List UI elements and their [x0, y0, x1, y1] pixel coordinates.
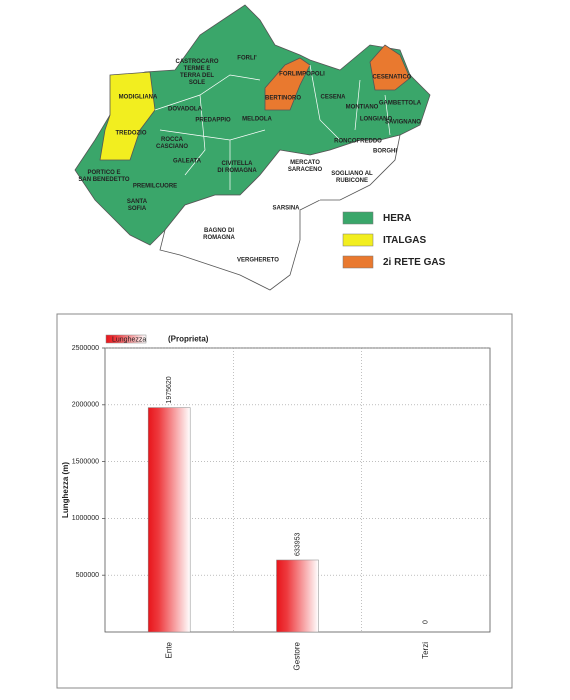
- municipality-label: CESENATICO: [373, 75, 412, 81]
- map-legend-swatch: [342, 255, 374, 269]
- municipality-label: RUBICONE: [336, 178, 368, 184]
- y-axis-label: Lunghezza (m): [61, 462, 70, 518]
- municipality-label: CESENA: [320, 95, 346, 101]
- municipality-label: SAVIGNANO: [385, 120, 421, 126]
- legend-label: Lunghezza: [112, 336, 146, 343]
- map-legend-label: 2i RETE GAS: [383, 257, 446, 268]
- municipality-label: TERME E: [184, 66, 211, 72]
- municipality-label: PREDAPPIO: [195, 118, 231, 124]
- y-tick-label: 500000: [76, 572, 99, 579]
- map-legend-label: ITALGAS: [383, 235, 426, 246]
- municipality-label: VERGHERETO: [237, 258, 279, 264]
- bar-value-label: 633953: [294, 533, 301, 556]
- municipality-label: CASTROCARO: [176, 59, 219, 65]
- municipality-label: SOFIA: [128, 206, 147, 212]
- map-region-italgas: [99, 71, 156, 161]
- municipality-label: TREDOZIO: [116, 131, 147, 137]
- municipality-label: FORLI': [237, 56, 257, 62]
- map-region-2i: [264, 57, 311, 111]
- map-legend-swatch: [342, 233, 374, 247]
- municipality-label: BERTINORO: [265, 96, 301, 102]
- chart-subtitle: (Proprieta): [168, 335, 209, 344]
- y-tick-label: 1000000: [72, 515, 99, 522]
- map-borders: [154, 64, 391, 281]
- x-tick-label: Ente: [164, 641, 173, 658]
- municipality-label: DOVADOLA: [168, 107, 203, 113]
- map-region-2i: [369, 44, 411, 91]
- municipality-label: RONCOFREDDO: [334, 139, 382, 145]
- x-tick-label: Terzi: [421, 642, 430, 659]
- municipality-label: SOGLIANO AL: [331, 171, 373, 177]
- y-tick-label: 2500000: [72, 345, 99, 352]
- map: [74, 4, 431, 291]
- municipality-label: SARACENO: [288, 167, 323, 173]
- bar-value-label: 1975620: [166, 376, 173, 403]
- map-legend-label: HERA: [383, 213, 411, 224]
- municipality-label: GALEATA: [173, 159, 202, 165]
- municipality-label: DI ROMAGNA: [217, 168, 257, 174]
- municipality-label: SARSINA: [272, 206, 300, 212]
- municipality-label: ROCCA: [161, 137, 184, 143]
- municipality-label: MODIGLIANA: [119, 95, 158, 101]
- municipality-label: ROMAGNA: [203, 235, 235, 241]
- municipality-label: SANTA: [127, 199, 148, 205]
- municipality-label: MERCATO: [290, 160, 320, 166]
- municipality-label: MONTIANO: [346, 105, 379, 111]
- municipality-label: PREMILCUORE: [133, 184, 177, 190]
- map-region-none: [159, 134, 401, 291]
- bar: [147, 407, 191, 633]
- x-tick-label: Gestore: [293, 641, 302, 670]
- municipality-label: CASCIANO: [156, 144, 188, 150]
- bar-value-label: 0: [423, 620, 430, 624]
- municipality-label: CIVITELLA: [222, 161, 254, 167]
- municipality-label: LONGIANO: [360, 117, 393, 123]
- municipality-label: SAN BENEDETTO: [78, 177, 130, 183]
- y-tick-label: 1500000: [72, 458, 99, 465]
- municipality-label: FORLIMPOPOLI: [279, 72, 325, 78]
- municipality-label: BAGNO DI: [204, 228, 234, 234]
- legend-swatch: [105, 334, 147, 344]
- municipality-label: SOLE: [189, 80, 205, 86]
- bar: [276, 559, 319, 633]
- map-legend-swatch: [342, 211, 374, 225]
- municipality-label: PORTICO E: [87, 170, 120, 176]
- municipality-label: BORGHI: [373, 149, 397, 155]
- y-tick-label: 2000000: [72, 402, 99, 409]
- municipality-label: MELDOLA: [242, 117, 272, 123]
- municipality-label: GAMBETTOLA: [379, 101, 422, 107]
- municipality-label: TERRA DEL: [180, 73, 214, 79]
